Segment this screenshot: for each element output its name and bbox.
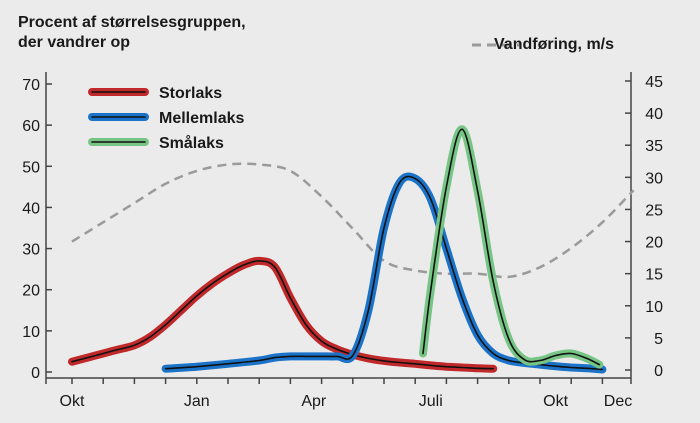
right-tick-label: 0 <box>654 363 663 380</box>
left-tick-label: 30 <box>22 242 40 259</box>
left-tick-label: 60 <box>22 118 40 135</box>
left-axis-title: Procent af størrelsesgruppen, der vandre… <box>18 13 246 53</box>
flow-legend-swatch <box>472 43 520 47</box>
left-axis-title-line1: Procent af størrelsesgruppen, <box>18 14 246 31</box>
series-smlaks-core <box>422 128 601 366</box>
left-tick-label: 0 <box>31 365 40 382</box>
right-tick-label: 45 <box>645 74 663 91</box>
x-tick-label: Apr <box>301 393 327 410</box>
left-tick-label: 40 <box>22 200 40 217</box>
right-tick-label: 30 <box>645 170 663 187</box>
left-tick-label: 20 <box>22 283 40 300</box>
legend-smlaks-label: Smålaks <box>159 134 224 152</box>
right-axis-title: Vandføring, m/s <box>494 36 615 53</box>
right-tick-label: 5 <box>654 331 663 348</box>
x-tick-label: Okt <box>60 393 85 410</box>
x-tick-label: Okt <box>543 393 568 410</box>
x-tick-label: Juli <box>419 393 443 410</box>
left-tick-label: 10 <box>22 324 40 341</box>
left-tick-label: 50 <box>22 159 40 176</box>
right-tick-label: 40 <box>645 106 663 123</box>
left-axis-title-line2: der vandrer op <box>18 34 131 51</box>
right-tick-label: 25 <box>645 202 663 219</box>
series-storlaks-core <box>71 260 494 370</box>
right-tick-label: 20 <box>645 235 663 252</box>
x-tick-label: Jan <box>184 393 210 410</box>
right-tick-label: 10 <box>645 299 663 316</box>
right-tick-label: 15 <box>645 267 663 284</box>
flow-series-line <box>71 162 635 279</box>
right-tick-label: 35 <box>645 138 663 155</box>
legend-storlaks-label: Storlaks <box>159 85 222 102</box>
left-tick-label: 70 <box>22 77 40 94</box>
legend-mellemlaks-label: Mellemlaks <box>159 110 244 127</box>
x-tick-label: Dec <box>604 393 632 410</box>
